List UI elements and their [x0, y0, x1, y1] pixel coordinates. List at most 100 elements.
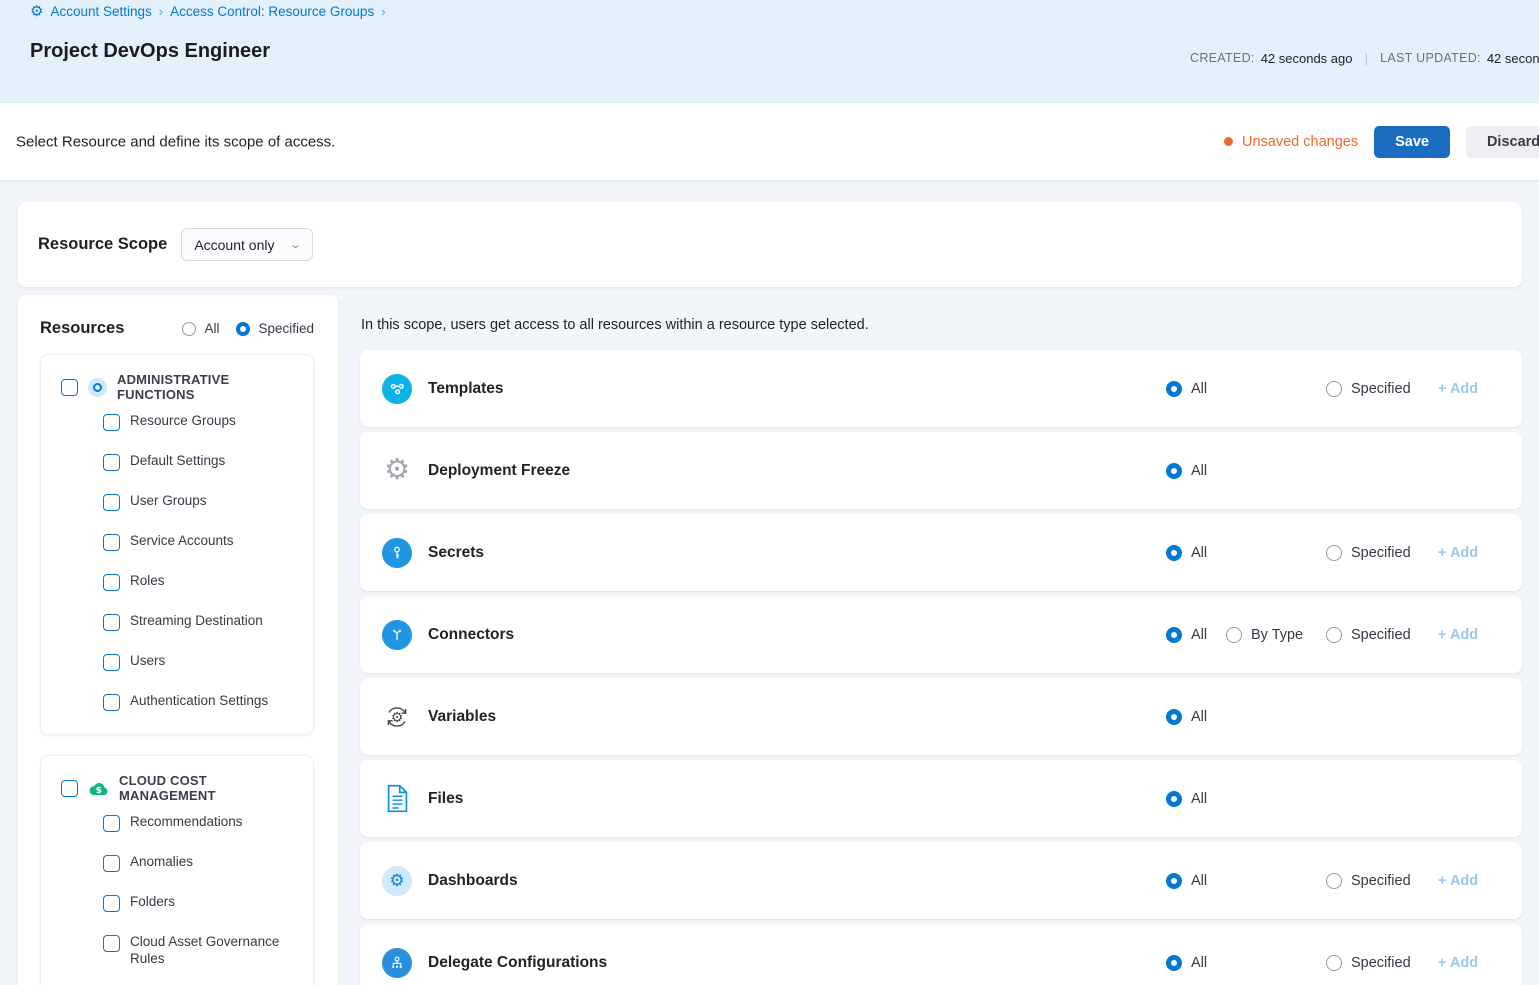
- breadcrumb-account-settings[interactable]: Account Settings: [50, 4, 152, 19]
- resource-group-card-cloud-cost-management: $ CLOUD COST MANAGEMENT Recommendations Ano…: [40, 755, 314, 985]
- option-label: Specified: [1351, 380, 1411, 397]
- row-option-all[interactable]: All: [1166, 626, 1208, 643]
- item-checkbox[interactable]: [103, 574, 120, 591]
- item-checkbox[interactable]: [103, 454, 120, 471]
- item-label: Users: [130, 653, 166, 668]
- item-checkbox[interactable]: [103, 935, 120, 952]
- discard-button[interactable]: Discard: [1465, 125, 1539, 158]
- breadcrumb-access-control[interactable]: Access Control: Resource Groups: [170, 4, 375, 19]
- group-checkbox[interactable]: [61, 779, 78, 797]
- radio-specified-icon: [1326, 954, 1342, 971]
- row-option-all[interactable]: All: [1166, 790, 1207, 807]
- radio-specified-icon: [236, 321, 251, 336]
- radio-all-icon: [182, 321, 197, 336]
- row-option-all[interactable]: All: [1166, 954, 1208, 971]
- item-label: Service Accounts: [130, 533, 234, 548]
- main-description: In this scope, users get access to all r…: [361, 317, 869, 333]
- row-label: Templates: [428, 379, 504, 397]
- row-label: Secrets: [428, 543, 485, 561]
- option-label: All: [1191, 626, 1208, 643]
- row-label: Files: [428, 789, 464, 807]
- item-checkbox[interactable]: [103, 654, 120, 671]
- resources-scope-option-specified[interactable]: Specified: [236, 321, 314, 336]
- add-button[interactable]: + Add: [1438, 872, 1479, 889]
- radio-all-icon: [1166, 872, 1182, 889]
- option-label: Specified: [258, 321, 314, 336]
- breadcrumb: ⚙ Account Settings › Access Control: Res…: [30, 4, 386, 19]
- variables-icon: ⚙: [382, 702, 412, 732]
- row-option-specified[interactable]: Specified: [1326, 380, 1411, 397]
- toolbar-actions: Unsaved changes Save Discard: [1224, 103, 1539, 180]
- radio-specified-icon: [1326, 626, 1342, 643]
- group-header: ADMINISTRATIVE FUNCTIONS: [61, 372, 303, 402]
- chevron-down-icon: ⌄: [289, 239, 303, 251]
- unsaved-changes-label: Unsaved changes: [1242, 133, 1359, 150]
- radio-specified-icon: [1326, 544, 1342, 561]
- save-button[interactable]: Save: [1374, 125, 1450, 158]
- breadcrumb-separator: ›: [158, 4, 164, 19]
- resource-scope-card: Resource Scope Account only ⌄: [18, 202, 1522, 287]
- radio-all-icon: [1166, 380, 1182, 397]
- item-checkbox[interactable]: [103, 855, 120, 872]
- item-label: Default Settings: [130, 453, 226, 468]
- row-option-by-type[interactable]: By Type: [1226, 626, 1304, 643]
- admin-functions-icon: [88, 377, 107, 397]
- add-button[interactable]: + Add: [1438, 954, 1479, 971]
- row-option-specified[interactable]: Specified: [1326, 544, 1411, 561]
- resource-item-service-accounts: Service Accounts: [61, 522, 303, 562]
- settings-gear-icon: ⚙: [30, 3, 44, 20]
- delegate-configurations-icon: [382, 947, 412, 978]
- resource-item-anomalies: Anomalies: [61, 843, 303, 883]
- resource-item-users: Users: [61, 642, 303, 682]
- item-label: Resource Groups: [130, 413, 236, 428]
- option-label: All: [204, 321, 220, 336]
- radio-specified-icon: [1326, 872, 1342, 889]
- item-label: Folders: [130, 894, 176, 909]
- option-label: All: [1191, 544, 1208, 561]
- resource-item-user-groups: User Groups: [61, 482, 303, 522]
- resource-scope-selected-value: Account only: [194, 236, 275, 253]
- item-checkbox[interactable]: [103, 414, 120, 431]
- resource-row-secrets: Secrets All Specified + Add: [360, 514, 1522, 591]
- option-label: Specified: [1351, 872, 1411, 889]
- item-checkbox[interactable]: [103, 534, 120, 551]
- cloud-cost-icon: $: [88, 780, 109, 797]
- resources-header: Resources All Specified: [18, 295, 338, 354]
- option-label: By Type: [1251, 626, 1304, 643]
- row-option-all[interactable]: All: [1166, 544, 1208, 561]
- item-label: Recommendations: [130, 814, 243, 829]
- resources-scope-option-all[interactable]: All: [182, 321, 219, 336]
- add-button[interactable]: + Add: [1438, 626, 1479, 643]
- created-value: 42 seconds ago: [1260, 50, 1353, 66]
- option-label: Specified: [1351, 954, 1411, 971]
- row-option-all[interactable]: All: [1166, 872, 1207, 889]
- radio-all-icon: [1166, 544, 1182, 561]
- radio-specified-icon: [1326, 380, 1342, 397]
- resource-scope-select[interactable]: Account only ⌄: [181, 228, 314, 261]
- resources-title: Resources: [40, 319, 125, 337]
- row-option-specified[interactable]: Specified: [1326, 872, 1411, 889]
- resource-item-cloud-asset-governance-rules: Cloud Asset Governance Rules: [61, 923, 303, 979]
- files-icon: [382, 784, 412, 814]
- item-checkbox[interactable]: [103, 494, 120, 511]
- svg-text:⚙: ⚙: [391, 710, 404, 726]
- option-label: All: [1191, 954, 1208, 971]
- item-checkbox[interactable]: [103, 815, 120, 832]
- group-name: ADMINISTRATIVE FUNCTIONS: [117, 372, 230, 402]
- resource-item-roles: Roles: [61, 562, 303, 602]
- add-button[interactable]: + Add: [1438, 380, 1479, 397]
- toolbar-description: Select Resource and define its scope of …: [16, 133, 336, 150]
- radio-all-icon: [1166, 790, 1182, 807]
- row-option-all[interactable]: All: [1166, 708, 1207, 725]
- add-button[interactable]: + Add: [1438, 544, 1479, 561]
- row-option-specified[interactable]: Specified: [1326, 954, 1411, 971]
- row-option-all[interactable]: All: [1166, 462, 1207, 479]
- resources-groups: ADMINISTRATIVE FUNCTIONS Resource Groups D…: [18, 354, 338, 985]
- item-checkbox[interactable]: [103, 694, 120, 711]
- row-option-all[interactable]: All: [1166, 380, 1207, 397]
- created-label: CREATED:: [1190, 51, 1255, 65]
- row-option-specified[interactable]: Specified: [1326, 626, 1411, 643]
- item-checkbox[interactable]: [103, 895, 120, 912]
- group-checkbox[interactable]: [61, 378, 78, 396]
- item-checkbox[interactable]: [103, 614, 120, 631]
